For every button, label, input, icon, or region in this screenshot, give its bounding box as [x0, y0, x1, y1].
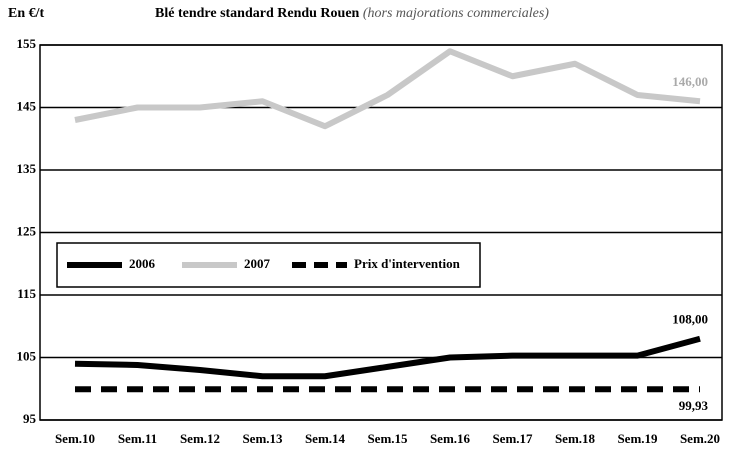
legend-label: Prix d'intervention	[354, 256, 461, 271]
chart-subtitle: (hors majorations commerciales)	[363, 6, 549, 21]
x-tick-label: Sem.15	[367, 431, 408, 446]
x-tick-label: Sem.12	[180, 431, 220, 446]
series-line	[74, 48, 701, 130]
x-tick-label: Sem.10	[55, 431, 95, 446]
y-tick-label: 125	[17, 223, 37, 238]
value-label: 146,00	[672, 74, 708, 89]
x-tick-label: Sem.20	[680, 431, 720, 446]
y-tick-label: 135	[17, 161, 37, 176]
title-main: Blé tendre standard Rendu Rouen	[155, 6, 360, 21]
y-tick-label: 155	[17, 36, 37, 51]
y-axis-label: En €/t	[8, 6, 45, 21]
y-tick-label: 115	[17, 286, 36, 301]
x-tick-label: Sem.16	[430, 431, 471, 446]
y-tick-label: 145	[17, 98, 37, 113]
x-tick-label: Sem.19	[617, 431, 658, 446]
x-tick-label: Sem.18	[555, 431, 596, 446]
legend-label: 2007	[244, 256, 271, 271]
x-tick-label: Sem.17	[492, 431, 533, 446]
series-line	[74, 335, 701, 380]
legend-label: 2006	[129, 256, 156, 271]
x-tick-label: Sem.11	[118, 431, 157, 446]
y-tick-label: 95	[23, 411, 37, 426]
chart-title: Blé tendre standard Rendu Rouen (hors ma…	[155, 6, 549, 21]
legend-box	[56, 242, 481, 288]
x-tick-label: Sem.14	[305, 431, 346, 446]
value-label: 99,93	[679, 398, 709, 413]
value-label: 108,00	[672, 312, 708, 327]
y-tick-label: 105	[17, 348, 37, 363]
x-tick-label: Sem.13	[242, 431, 283, 446]
